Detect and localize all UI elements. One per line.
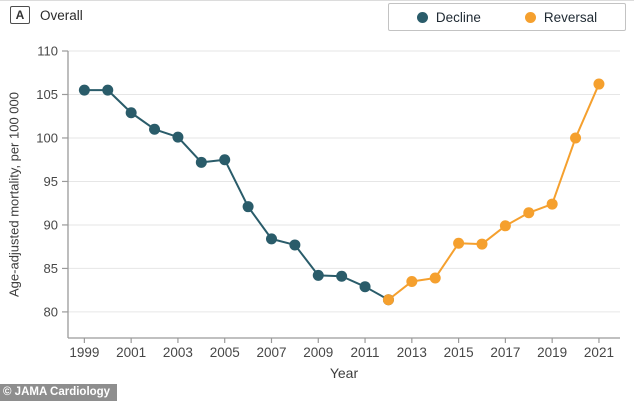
data-point-reversal [382,294,394,306]
data-point-decline [125,107,137,119]
legend-item-decline: Decline [416,9,481,25]
data-point-decline [312,269,324,281]
data-point-decline [102,84,114,96]
panel-title: Overall [40,7,83,23]
data-point-reversal [476,238,488,250]
watermark: © JAMA Cardiology [0,384,118,401]
y-axis-label: Age-adjusted mortality, per 100 000 [6,92,22,297]
y-tick-label: 85 [44,261,58,276]
series-line-reversal [387,83,600,301]
x-tick-label: 2013 [397,345,427,360]
x-tick-label: 2021 [584,345,614,360]
legend: Decline Reversal [388,3,626,31]
y-tick-label: 80 [44,304,58,319]
data-point-reversal [429,272,441,284]
data-point-decline [149,123,161,135]
data-point-decline [172,131,184,143]
data-point-reversal [406,275,418,287]
y-tick-label: 90 [44,217,58,232]
x-axis-label: Year [329,365,359,381]
x-tick-label: 2017 [490,345,520,360]
panel-header: A Overall [10,6,83,24]
y-tick-label: 110 [37,44,58,59]
legend-item-reversal: Reversal [524,9,598,25]
data-point-decline [265,233,277,245]
x-tick-label: 2003 [163,345,193,360]
data-point-reversal [499,220,511,232]
data-point-decline [219,154,231,166]
legend-label-decline: Decline [435,9,481,25]
data-point-reversal [546,198,558,210]
y-tick-label: 95 [44,174,58,189]
x-tick-label: 1999 [69,345,99,360]
data-point-reversal [453,237,465,249]
legend-label-reversal: Reversal [543,9,598,25]
data-point-decline [359,281,371,293]
x-tick-label: 2009 [303,345,333,360]
data-point-decline [195,156,207,168]
y-tick-label: 105 [36,87,58,102]
data-point-reversal [523,207,535,219]
top-divider [0,0,634,1]
decline-series-dot-icon [416,11,428,23]
data-point-decline [336,270,348,282]
y-tick-label: 100 [36,130,58,145]
x-tick-label: 2005 [210,345,240,360]
data-point-reversal [593,78,605,90]
data-point-decline [78,84,90,96]
x-tick-label: 2001 [116,345,146,360]
data-point-reversal [570,132,582,144]
panel-letter-badge: A [10,6,30,24]
data-point-decline [242,201,254,213]
data-point-decline [289,239,301,251]
x-tick-label: 2015 [444,345,474,360]
x-tick-label: 2019 [537,345,567,360]
x-tick-label: 2007 [256,345,286,360]
reversal-series-dot-icon [524,11,536,23]
x-tick-label: 2011 [351,345,380,360]
